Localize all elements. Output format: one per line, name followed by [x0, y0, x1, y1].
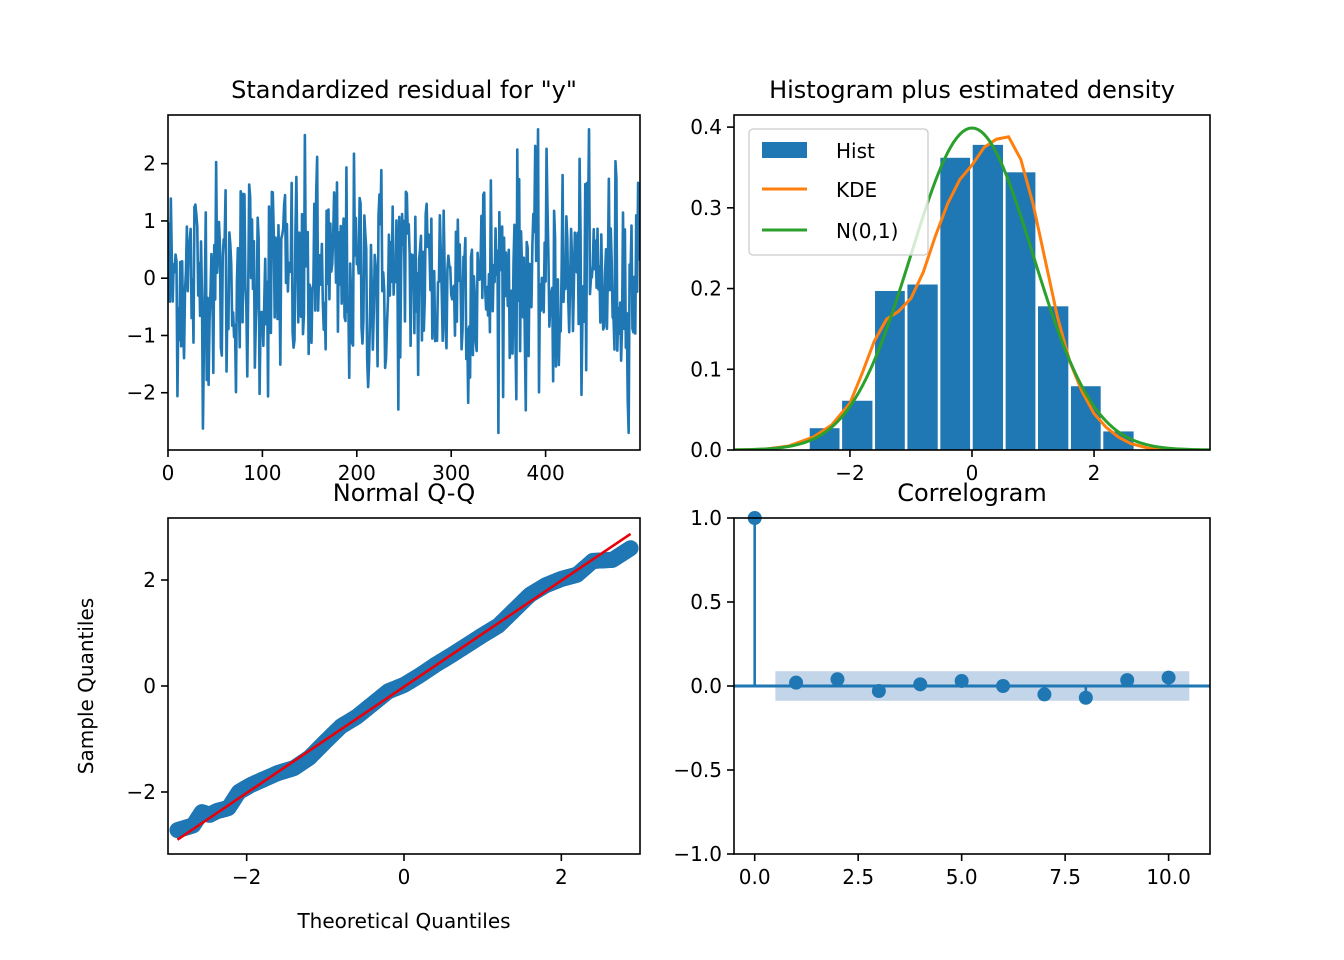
histogram-bar [875, 290, 905, 450]
legend-hist-label: Hist [836, 139, 875, 163]
qq-xlabel: Theoretical Quantiles [296, 909, 510, 933]
legend-hist-swatch [762, 142, 807, 158]
x-tick-label: 2 [555, 865, 568, 889]
qq-ylabel: Sample Quantiles [74, 598, 98, 774]
x-tick-label: 300 [432, 461, 470, 485]
y-tick-label: 0.3 [690, 196, 722, 220]
y-tick-label: 0.2 [690, 277, 722, 301]
y-tick-label: 0 [143, 674, 156, 698]
legend-box [748, 128, 929, 256]
y-tick-label: 0.5 [690, 590, 722, 614]
qq-plot-area [169, 532, 639, 841]
acf-marker [1161, 670, 1176, 685]
x-tick-label: −2 [835, 461, 864, 485]
histogram-bar [940, 157, 971, 450]
correlogram-title: Correlogram [897, 479, 1047, 507]
correlogram-ticks: 0.0 2.5 5.0 7.5 10.0 −1.0 −0.5 0.0 0.5 1.0 [673, 506, 1190, 889]
qq-reference-line [176, 532, 632, 841]
qq-ticks: −2 0 2 −2 0 2 [127, 568, 568, 889]
acf-marker [830, 672, 845, 687]
legend-normal-label: N(0,1) [836, 219, 898, 243]
y-tick-label: 1 [143, 209, 156, 233]
acf-marker [871, 684, 886, 699]
y-tick-label: −0.5 [673, 758, 722, 782]
acf-marker [1120, 673, 1135, 688]
x-tick-label: 100 [243, 461, 281, 485]
acf-marker [996, 679, 1011, 693]
x-tick-label: 5.0 [946, 865, 978, 889]
residual-panel: 0 100 200 300 400 −2 −1 0 1 2 Standardized residu… [127, 76, 641, 485]
x-tick-label: 0 [966, 461, 979, 485]
residual-ticks: 0 100 200 300 400 −2 −1 0 1 2 [127, 152, 565, 485]
residual-plot-area [168, 128, 640, 435]
histogram-bar [907, 284, 938, 450]
x-tick-label: 2.5 [842, 865, 874, 889]
residual-title: Standardized residual for "y" [231, 76, 577, 104]
histogram-bar [1038, 306, 1069, 450]
y-tick-label: 1.0 [690, 506, 722, 530]
y-tick-label: −1.0 [673, 842, 722, 866]
correlogram-plot-area [734, 511, 1210, 705]
residual-series-line [168, 128, 640, 435]
kde-line [734, 135, 1210, 450]
qq-points [169, 540, 639, 839]
x-tick-label: 10.0 [1146, 865, 1191, 889]
x-tick-label: 400 [527, 461, 565, 485]
y-tick-label: −1 [127, 323, 156, 347]
acf-marker [789, 675, 804, 690]
histogram-title: Histogram plus estimated density [769, 76, 1175, 104]
residual-axes-frame [167, 114, 641, 451]
acf-marker [913, 677, 928, 692]
histogram-plot-area [734, 126, 1210, 451]
x-tick-label: 0 [162, 461, 175, 485]
acf-marker [954, 673, 969, 688]
y-tick-label: 0.1 [690, 357, 722, 381]
histogram-bar [1103, 431, 1134, 450]
x-tick-label: 200 [338, 461, 376, 485]
y-tick-label: −2 [127, 780, 156, 804]
y-tick-label: 0.0 [690, 438, 722, 462]
y-tick-label: −2 [127, 381, 156, 405]
x-tick-label: 7.5 [1049, 865, 1081, 889]
histogram-legend: Hist KDE N(0,1) [748, 128, 929, 256]
y-tick-label: 0 [143, 266, 156, 290]
x-tick-label: −2 [232, 865, 261, 889]
histogram-ticks: −2 0 2 0.0 0.1 0.2 0.3 0.4 [690, 115, 1100, 485]
histogram-bar [972, 144, 1004, 450]
x-tick-label: 2 [1088, 461, 1101, 485]
y-tick-label: 2 [143, 568, 156, 592]
acf-marker [1037, 687, 1052, 702]
legend-kde-label: KDE [836, 178, 877, 202]
qq-title: Normal Q-Q [333, 479, 475, 507]
y-tick-label: 2 [143, 152, 156, 176]
histogram-panel: −2 0 2 0.0 0.1 0.2 0.3 0.4 Histogram plus estim… [690, 76, 1211, 485]
y-tick-label: 0.4 [690, 115, 722, 139]
correlogram-panel: 0.0 2.5 5.0 7.5 10.0 −1.0 −0.5 0.0 0.5 1.0 Correl… [673, 479, 1211, 889]
x-tick-label: 0 [398, 865, 411, 889]
y-tick-label: 0.0 [690, 674, 722, 698]
x-tick-label: 0.0 [739, 865, 771, 889]
normal-density-line [734, 126, 1210, 450]
acf-marker [1078, 690, 1093, 705]
qq-point [622, 540, 639, 557]
qq-panel: −2 0 2 −2 0 2 Theoretical Quantiles Sample Qu… [74, 479, 641, 933]
